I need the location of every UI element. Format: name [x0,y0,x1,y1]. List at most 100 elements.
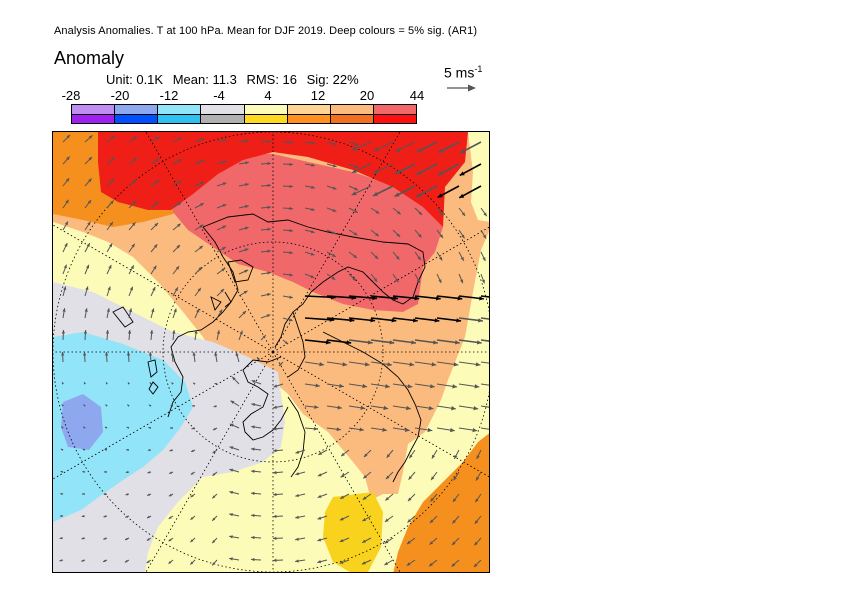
colorbar-swatch-deep [157,114,201,123]
wind-arrow [192,382,196,385]
wind-arrow [429,537,438,545]
wind-arrow [474,493,482,503]
wind-arrow [147,493,152,496]
wind-arrow [213,405,218,408]
wind-arrow [304,163,315,167]
wind-arrow [62,308,66,319]
wind-arrow [414,405,434,411]
wind-arrow [414,207,423,216]
wind-arrow [392,405,411,411]
anomaly-region-red [98,132,468,227]
wind-arrow [260,271,271,275]
colorbar [71,104,417,124]
wind-arrow [395,141,416,153]
wind-arrow [126,426,130,429]
wind-arrow [194,202,205,209]
wind-arrow [250,535,262,540]
wind-arrow [191,427,196,430]
wind-arrow [190,471,196,475]
wind-arrow [168,559,174,565]
wind-arrow [250,557,262,562]
wind-arrow [103,492,108,496]
wind-arrow [414,339,438,345]
wind-arrow [147,471,152,474]
wind-arrow [148,351,153,363]
wind-arrow [414,317,440,323]
wind-arrow [282,228,294,233]
wind-arrow [194,138,205,143]
wind-arrow [125,470,130,474]
wind-arrow [172,244,181,253]
wind-arrow [211,559,218,566]
wind-arrow [348,405,366,410]
wind-arrow [392,295,420,301]
wind-arrow [370,405,389,411]
coastline [112,213,426,483]
wind-arrow [458,405,479,411]
wind-arrow [348,317,376,323]
panel-heading: Anomaly [54,48,125,68]
wind-arrow [384,537,394,544]
wind-arrow [272,492,284,497]
wind-arrow [272,470,284,475]
polar-map [52,131,490,573]
wind-arrow [235,352,240,363]
wind-arrow [83,381,86,385]
wind-arrow [216,182,227,187]
wind-arrow [172,265,180,275]
wind-arrow [392,383,413,389]
wind-arrow [451,537,460,546]
wind-arrow [317,559,328,564]
wind-arrow [172,158,183,165]
wind-arrow [81,515,86,518]
wind-arrow [326,229,337,235]
wind-arrow [304,273,315,279]
wind-arrow [317,515,328,520]
wind-arrow [453,449,460,460]
wind-arrow [326,317,355,323]
wind-arrow [190,493,196,498]
wind-arrow [370,273,378,283]
wind-arrow [211,537,218,544]
wind-arrow [124,537,130,541]
wind-arrow [229,513,240,517]
wind-arrow [348,427,364,432]
wind-arrow [127,381,130,385]
wind-arrow [126,448,130,452]
figure-title: Analysis Anomalies. T at 100 hPa. Mean f… [54,25,478,37]
wind-arrow [251,447,262,451]
wind-arrow [348,383,368,389]
reference-arrow-icon [447,84,476,92]
wind-arrow [428,559,438,567]
wind-arrow [62,221,69,231]
wind-arrow [317,471,328,477]
colorbar-tick: 44 [409,88,425,103]
wind-arrow [83,329,88,341]
graticule [53,132,489,572]
wind-arrow [106,264,112,275]
wind-arrow [436,339,460,345]
colorbar-swatch-light [200,105,244,114]
wind-arrow [60,426,64,429]
wind-arrow [415,185,438,198]
colorbar-tick: -28 [61,88,81,103]
wind-arrow [430,471,438,481]
wind-arrow [473,537,482,546]
wind-arrow [106,178,115,187]
wind-arrow [168,471,174,475]
wind-arrow [370,229,380,237]
wind-arrow [406,537,416,545]
wind-arrow [84,199,92,209]
wind-arrow [194,266,203,275]
wind-arrow [348,207,359,214]
reference-speed: 5 ms [444,64,475,81]
wind-arrow [458,317,483,323]
wind-arrow [348,229,358,236]
wind-arrow [216,225,227,231]
wind-arrow [169,426,174,430]
wind-arrow [229,490,240,495]
wind-arrow [339,537,350,543]
wind-arrow [392,251,400,261]
wind-arrow [373,141,394,152]
wind-arrow [304,141,315,145]
